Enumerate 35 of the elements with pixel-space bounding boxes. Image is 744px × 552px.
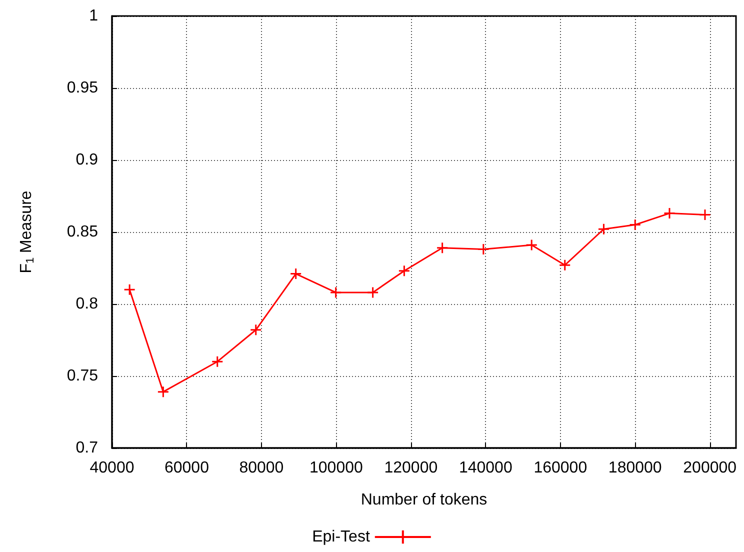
point — [124, 284, 135, 295]
x-tick-label: 160000 — [534, 460, 588, 476]
y-tick-label: 0.7 — [76, 440, 98, 456]
y-tick-label: 0.75 — [66, 368, 98, 384]
x-tick-label: 180000 — [608, 460, 662, 476]
point — [368, 287, 378, 298]
y-tick-label: 0.8 — [76, 296, 98, 312]
point — [560, 260, 570, 270]
point — [700, 209, 710, 220]
legend-label: Epi-Test — [312, 528, 370, 546]
point — [330, 287, 342, 298]
point — [526, 240, 537, 250]
point — [250, 324, 262, 336]
point — [212, 356, 223, 367]
x-axis-title: Number of tokens — [360, 492, 488, 508]
y-tick-label: 1 — [89, 8, 98, 24]
point — [478, 244, 489, 255]
x-tick-label: 140000 — [458, 460, 512, 476]
point — [664, 208, 675, 219]
point — [398, 266, 410, 276]
point — [158, 386, 168, 398]
y-tick-label: 0.95 — [66, 80, 98, 96]
point — [437, 242, 448, 254]
y-axis-title: F1 Measure — [18, 190, 36, 274]
x-tick-label: 40000 — [90, 460, 134, 476]
point — [598, 224, 609, 234]
x-tick-label: 80000 — [239, 460, 284, 476]
point — [290, 268, 302, 280]
x-tick-label: 60000 — [164, 460, 210, 476]
y-tick-label: 0.9 — [76, 152, 98, 168]
x-tick-label: 120000 — [384, 460, 438, 476]
y-tick-label: 0.85 — [66, 224, 98, 240]
point — [630, 220, 640, 230]
x-tick-label: 100000 — [309, 460, 363, 476]
x-tick-label: 200000 — [683, 460, 737, 476]
